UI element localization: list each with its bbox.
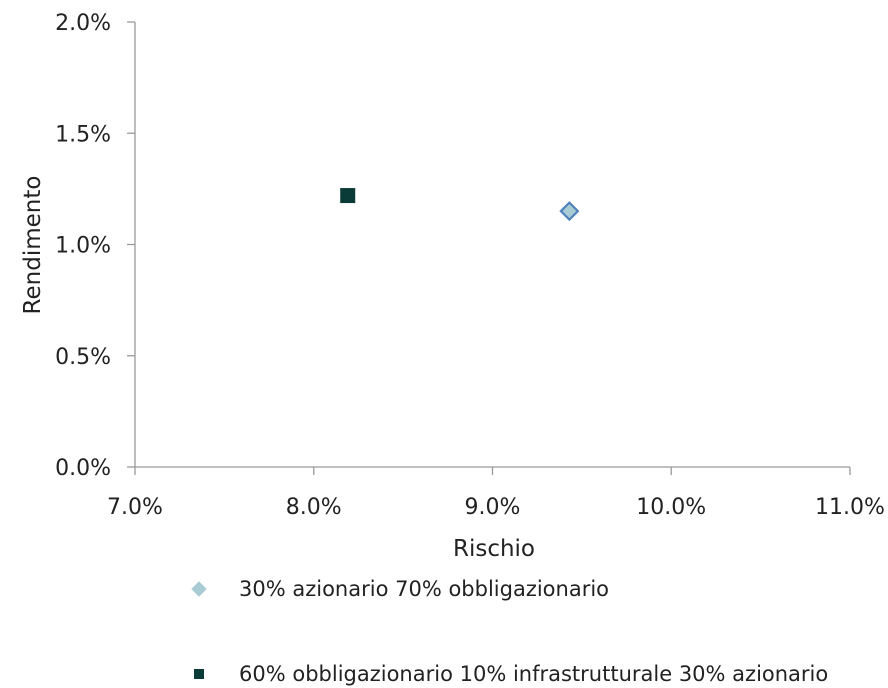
legend-diamond-icon — [191, 581, 207, 597]
y-tick-label: 0.5% — [55, 345, 111, 370]
y-tick-label: 0.0% — [55, 456, 111, 481]
x-tick-label: 11.0% — [815, 495, 885, 520]
legend-square-icon — [194, 669, 204, 679]
legend-item-series-1: 30% azionario 70% obbligazionario — [186, 576, 609, 602]
legend-item-series-2: 60% obbligazionario 10% infrastrutturale… — [186, 661, 828, 687]
x-tick-label: 10.0% — [636, 495, 706, 520]
data-point-diamond — [559, 201, 580, 222]
x-tick-label: 9.0% — [465, 495, 521, 520]
legend-label-series-1: 30% azionario 70% obbligazionario — [239, 577, 610, 601]
data-point-square — [340, 188, 356, 204]
legend-label-series-2: 60% obbligazionario 10% infrastrutturale… — [239, 662, 829, 686]
y-axis-title: Rendimento — [20, 176, 46, 315]
axes: 0.0% 0.5% 1.0% 1.5% 2.0% 7.0% 8.0% 9.0% 10.0% 11.… — [55, 11, 885, 520]
x-tick-label: 8.0% — [286, 495, 342, 520]
y-tick-label: 1.0% — [55, 234, 111, 259]
x-axis-title: Rischio — [453, 536, 535, 560]
y-tick-label: 1.5% — [55, 122, 111, 147]
x-tick-label: 7.0% — [107, 495, 163, 520]
y-tick-label: 2.0% — [55, 11, 111, 36]
data-points — [340, 188, 580, 222]
scatter-chart: 0.0% 0.5% 1.0% 1.5% 2.0% 7.0% 8.0% 9.0% 10.0% 11.… — [20, 11, 885, 560]
